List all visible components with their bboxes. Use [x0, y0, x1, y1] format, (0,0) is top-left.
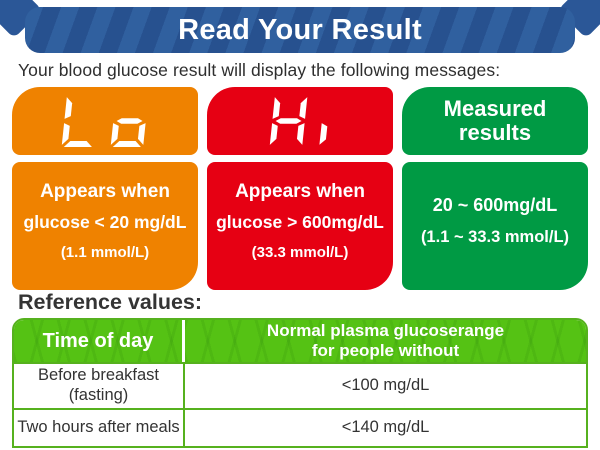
table-row-breakfast-value: <100 mg/dL: [185, 362, 586, 408]
measured-desc-line2: (1.1 ~ 33.3 mmol/L): [420, 228, 570, 246]
header-range-line1: Normal plasma glucoserange: [266, 320, 505, 340]
row2-time-line1: Two hours after meals: [17, 418, 180, 437]
seven-segment-lo: [60, 95, 149, 147]
seven-segment-hi: [268, 95, 332, 147]
hi-desc-line2: glucose > 600mg/dL: [216, 212, 384, 232]
hi-display-box: [207, 87, 393, 155]
hi-card: Appears when glucose > 600mg/dL (33.3 mm…: [207, 87, 393, 290]
lo-display-box: [12, 87, 198, 155]
row1-value: <100 mg/dL: [341, 376, 430, 395]
table-row-breakfast-time: Before breakfast (fasting): [14, 362, 185, 408]
table-header-normal-range: Normal plasma glucoserange for people wi…: [185, 320, 586, 362]
table-row-after-meals-time: Two hours after meals: [14, 408, 185, 446]
result-cards: Appears when glucose < 20 mg/dL (1.1 mmo…: [12, 87, 588, 290]
subtitle: Your blood glucose result will display t…: [18, 60, 501, 80]
lo-desc-line2: glucose < 20 mg/dL: [23, 212, 187, 232]
row2-value: <140 mg/dL: [341, 418, 430, 437]
page-title: Read Your Result: [178, 13, 422, 46]
hi-desc-line3: (33.3 mmol/L): [251, 244, 349, 261]
lo-description-box: Appears when glucose < 20 mg/dL (1.1 mmo…: [12, 162, 198, 290]
table-row-after-meals-value: <140 mg/dL: [185, 408, 586, 446]
measured-display-box: Measured results: [402, 87, 588, 155]
hi-desc-line1: Appears when: [235, 181, 365, 202]
measured-label: Measured results: [443, 95, 547, 145]
measured-card: Measured results 20 ~ 600mg/dL (1.1 ~ 33…: [402, 87, 588, 290]
row1-time-line2: (fasting): [68, 386, 129, 404]
measured-description-box: 20 ~ 600mg/dL (1.1 ~ 33.3 mmol/L): [402, 162, 588, 290]
lo-desc-line1: Appears when: [40, 181, 170, 202]
row1-time-line1: Before breakfast: [37, 366, 160, 385]
lo-desc-line3: (1.1 mmol/L): [60, 244, 150, 261]
hi-description-box: Appears when glucose > 600mg/dL (33.3 mm…: [207, 162, 393, 290]
table-header-time-of-day: Time of day: [14, 320, 185, 362]
measured-desc-line1: 20 ~ 600mg/dL: [432, 195, 558, 215]
lo-card: Appears when glucose < 20 mg/dL (1.1 mmo…: [12, 87, 198, 290]
header-range-line2: for people without: [311, 341, 460, 360]
title-banner: Read Your Result: [25, 7, 575, 53]
reference-heading: Reference values:: [18, 290, 203, 314]
header-time-line1: Time of day: [42, 329, 154, 352]
reference-table: Time of day Normal plasma glucoserange f…: [12, 318, 588, 448]
